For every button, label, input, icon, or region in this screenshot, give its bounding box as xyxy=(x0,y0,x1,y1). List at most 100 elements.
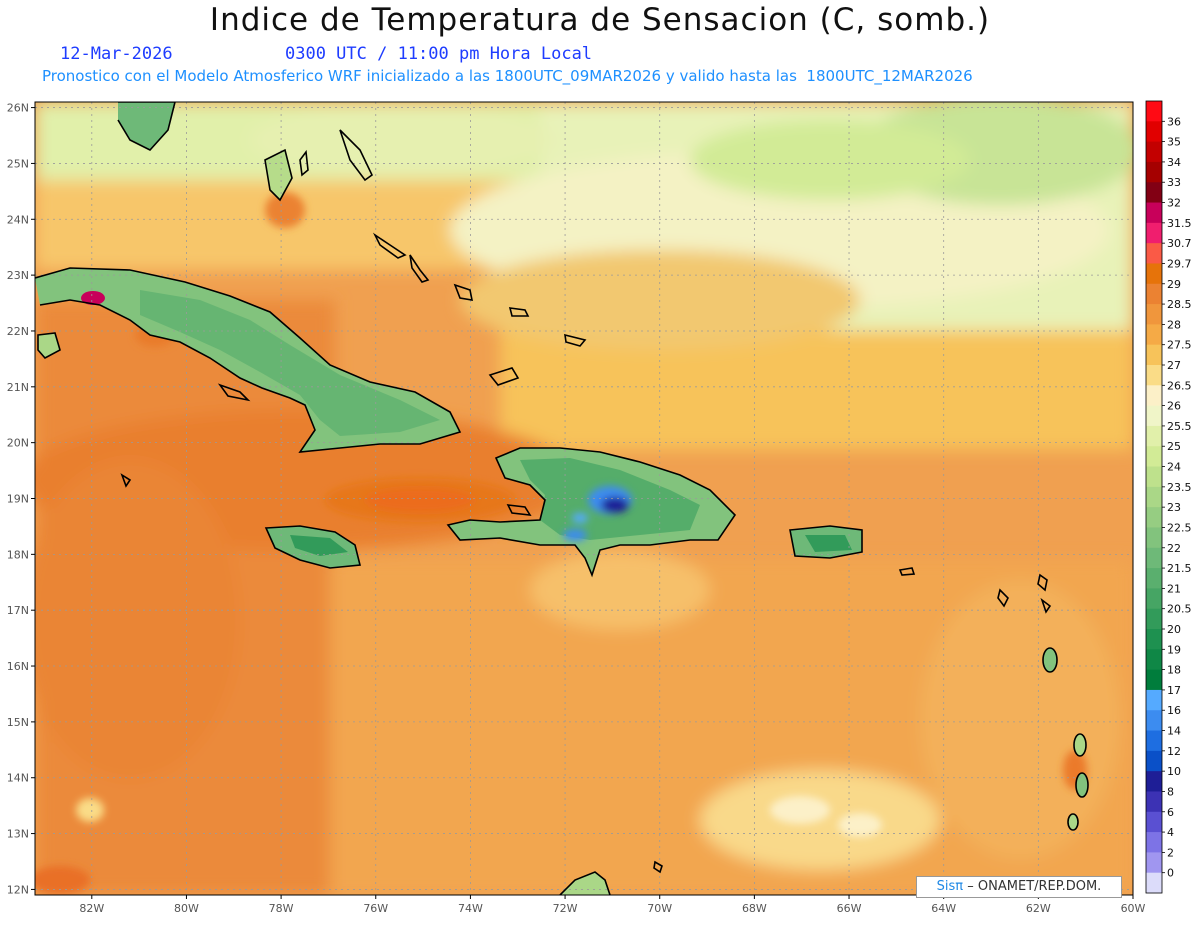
lat-label: 13N xyxy=(7,828,29,841)
lon-label: 64W xyxy=(931,902,956,915)
legend-swatch xyxy=(1146,730,1162,752)
legend-label: 23.5 xyxy=(1167,481,1192,494)
lon-label: 78W xyxy=(269,902,294,915)
legend-label: 36 xyxy=(1167,115,1181,128)
legend-swatch xyxy=(1146,568,1162,589)
legend-label: 6 xyxy=(1167,806,1174,819)
legend-swatch xyxy=(1146,588,1162,610)
legend-label: 22.5 xyxy=(1167,521,1192,534)
legend-label: 19 xyxy=(1167,643,1181,656)
legend-label: 12 xyxy=(1167,745,1181,758)
legend-label: 23 xyxy=(1167,501,1181,514)
model-description: Pronostico con el Modelo Atmosferico WRF… xyxy=(42,67,973,85)
legend-label: 26 xyxy=(1167,400,1181,413)
legend-label: 2 xyxy=(1167,846,1174,859)
legend-label: 26.5 xyxy=(1167,379,1192,392)
legend-swatch xyxy=(1146,608,1162,630)
legend-swatch xyxy=(1146,425,1162,447)
legend-label: 8 xyxy=(1167,785,1174,798)
legend-label: 30.7 xyxy=(1167,237,1192,250)
legend-label: 21.5 xyxy=(1167,562,1192,575)
legend-label: 22 xyxy=(1167,542,1181,555)
credit-box: Sisπ – ONAMET/REP.DOM. xyxy=(916,876,1122,898)
legend-label: 18 xyxy=(1167,664,1181,677)
lat-label: 16N xyxy=(7,660,29,673)
legend-swatch xyxy=(1146,689,1162,711)
lat-label: 23N xyxy=(7,269,29,282)
coastlines xyxy=(35,102,1089,895)
legend-label: 29 xyxy=(1167,278,1181,291)
lat-label: 18N xyxy=(7,548,29,561)
legend-swatch xyxy=(1146,324,1162,346)
latitude-labels: 26N 25N 24N 23N 22N 21N 20N 19N 18N 17N 16N 15N 14N 1… xyxy=(7,102,35,896)
legend-swatch xyxy=(1146,263,1162,285)
legend-swatch xyxy=(1146,832,1162,853)
lon-label: 68W xyxy=(742,902,767,915)
legend-label: 20 xyxy=(1167,623,1181,636)
legend-swatch xyxy=(1146,852,1162,874)
legend-label: 16 xyxy=(1167,704,1181,717)
map-title: Indice de Temperatura de Sensacion (C, s… xyxy=(209,2,991,38)
legend-swatch xyxy=(1146,243,1162,264)
legend-label: 25.5 xyxy=(1167,420,1192,433)
legend-label: 33 xyxy=(1167,176,1181,189)
legend-swatch xyxy=(1146,141,1162,163)
legend-swatch xyxy=(1146,344,1162,366)
legend-swatch xyxy=(1146,202,1162,224)
legend-swatch xyxy=(1146,365,1162,386)
lon-label: 80W xyxy=(174,902,199,915)
lat-label: 12N xyxy=(7,883,29,896)
legend-swatch xyxy=(1146,771,1162,792)
forecast-time: 0300 UTC / 11:00 pm Hora Local xyxy=(285,44,593,64)
longitude-labels: 82W 80W 78W 76W 74W 72W 70W 68W 66W 64W 62W 60W xyxy=(79,895,1146,915)
legend-label: 27 xyxy=(1167,359,1181,372)
legend-label: 21 xyxy=(1167,582,1181,595)
lon-label: 74W xyxy=(458,902,483,915)
legend-label: 32 xyxy=(1167,197,1181,210)
sispi-logo: Sisπ xyxy=(936,879,964,894)
legend-label: 29.7 xyxy=(1167,257,1192,270)
legend-label: 0 xyxy=(1167,867,1174,880)
legend-swatch xyxy=(1146,121,1162,143)
legend-swatch xyxy=(1146,466,1162,488)
legend-label: 35 xyxy=(1167,136,1181,149)
legend-swatch xyxy=(1146,507,1162,528)
legend-swatch xyxy=(1146,527,1162,549)
lat-label: 17N xyxy=(7,604,29,617)
lat-label: 25N xyxy=(7,157,29,170)
legend-label: 4 xyxy=(1167,826,1174,839)
legend-swatch xyxy=(1146,791,1162,813)
legend-swatch xyxy=(1146,669,1162,691)
legend-label: 17 xyxy=(1167,684,1181,697)
graticule xyxy=(35,102,1133,895)
legend-swatch xyxy=(1146,710,1162,732)
hot-spot xyxy=(81,291,105,305)
cold-highlands xyxy=(563,486,632,541)
legend-swatch xyxy=(1146,182,1162,204)
legend-swatch xyxy=(1146,629,1162,650)
lon-label: 62W xyxy=(1026,902,1051,915)
legend-swatch xyxy=(1146,872,1162,894)
lat-label: 21N xyxy=(7,381,29,394)
lon-label: 82W xyxy=(79,902,104,915)
legend-swatch xyxy=(1146,405,1162,427)
legend-label: 14 xyxy=(1167,725,1181,738)
legend-label: 25 xyxy=(1167,440,1181,453)
legend-label: 28.5 xyxy=(1167,298,1192,311)
lon-label: 72W xyxy=(553,902,578,915)
legend-swatch xyxy=(1146,446,1162,468)
legend-label: 34 xyxy=(1167,156,1181,169)
lon-label: 76W xyxy=(363,902,388,915)
lon-label: 70W xyxy=(647,902,672,915)
legend-label: 24 xyxy=(1167,461,1181,474)
lat-label: 22N xyxy=(7,325,29,338)
legend-label: 20.5 xyxy=(1167,603,1192,616)
legend-swatch xyxy=(1146,649,1162,671)
legend-swatch xyxy=(1146,547,1162,569)
legend-label: 31.5 xyxy=(1167,217,1192,230)
lat-label: 19N xyxy=(7,493,29,506)
lat-label: 14N xyxy=(7,772,29,785)
legend-swatch xyxy=(1146,385,1162,407)
forecast-date: 12-Mar-2026 xyxy=(60,44,173,64)
